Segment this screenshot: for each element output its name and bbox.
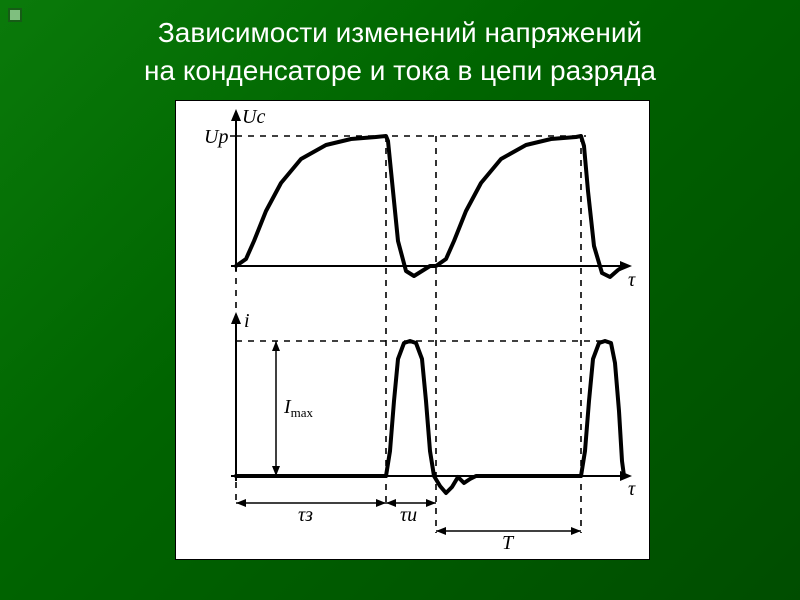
i-label: i [244, 310, 250, 332]
i-y-arrow-icon [231, 312, 241, 324]
dim-tau-z-left-icon [236, 499, 246, 507]
current-chart: i Imax τ τз [231, 310, 636, 554]
dim-T-left-icon [436, 527, 446, 535]
uc-y-arrow-icon [231, 109, 241, 121]
dim-T-right-icon [571, 527, 581, 535]
dim-tau-z-right-icon [376, 499, 386, 507]
T-label: T [502, 532, 515, 554]
tau-u-label: τu [400, 504, 417, 526]
tau-z-label: τз [298, 504, 313, 526]
dim-tau-u-right-icon [426, 499, 436, 507]
imax-arrow-up-icon [272, 341, 280, 351]
slide-root: Зависимости изменений напряжений на конд… [0, 0, 800, 600]
charts-svg: Uс Uр τ [176, 101, 649, 559]
uc-x-label: τ [628, 269, 636, 291]
title-line-2: на конденсаторе и тока в цепи разряда [144, 55, 656, 86]
slide-title: Зависимости изменений напряжений на конд… [0, 0, 800, 90]
uc-curve [236, 136, 624, 277]
i-x-label: τ [628, 478, 636, 500]
figure-panel: Uс Uр τ [175, 100, 650, 560]
up-label: Uр [204, 126, 228, 148]
imax-label: Imax [283, 396, 314, 420]
uc-label: Uс [242, 106, 265, 128]
voltage-chart: Uс Uр τ [204, 106, 636, 533]
slide-corner-marker [8, 8, 22, 22]
dim-tau-u-left-icon [386, 499, 396, 507]
title-line-1: Зависимости изменений напряжений [158, 17, 642, 48]
